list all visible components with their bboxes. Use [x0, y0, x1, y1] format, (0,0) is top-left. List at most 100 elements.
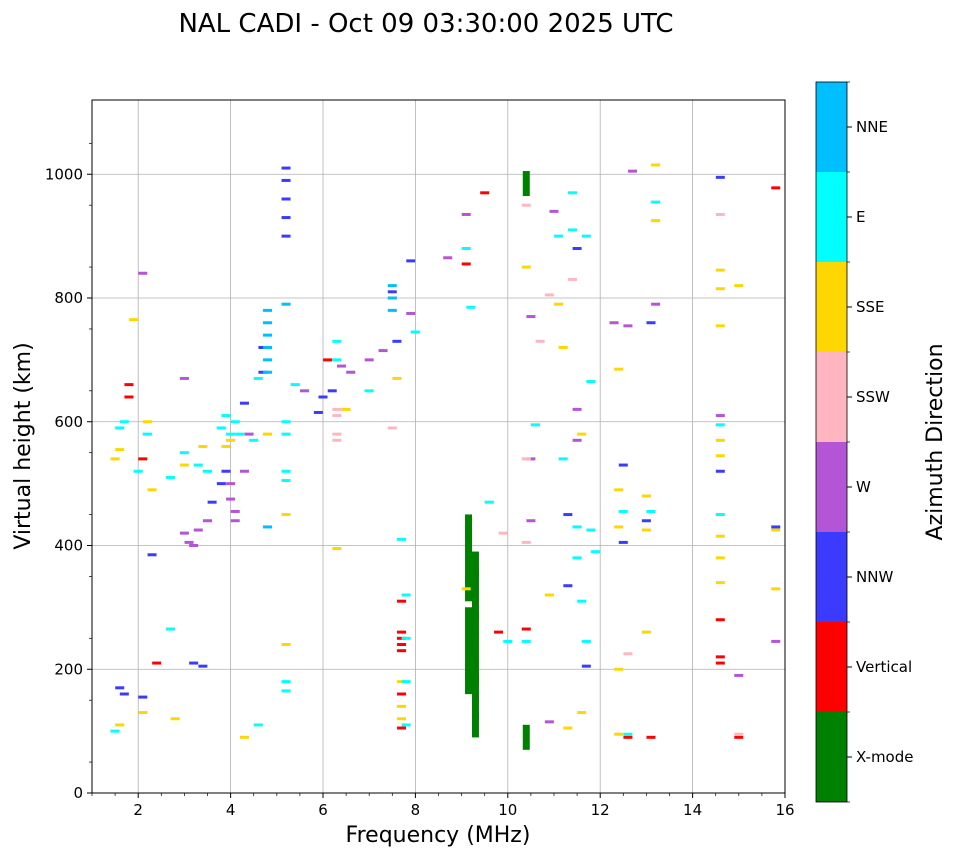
data-point [715, 534, 725, 538]
data-point [263, 358, 273, 362]
chart-title: NAL CADI - Oct 09 03:30:00 2025 UTC [178, 9, 673, 39]
data-point [526, 315, 536, 319]
data-point [263, 525, 273, 529]
data-point [623, 732, 633, 736]
data-point [465, 514, 473, 540]
data-point [115, 426, 125, 430]
data-point [465, 557, 473, 583]
data-point [651, 219, 661, 223]
data-point [119, 692, 129, 696]
data-point [715, 618, 725, 622]
data-point [521, 457, 531, 461]
data-point [531, 423, 541, 427]
data-point [563, 726, 573, 730]
data-point [336, 364, 346, 368]
data-point [281, 197, 291, 201]
data-point [526, 519, 536, 523]
data-point [641, 494, 651, 498]
data-point [614, 367, 624, 371]
colorbar-segment [816, 352, 847, 442]
data-point [397, 717, 407, 721]
data-point [263, 308, 273, 312]
data-point [397, 630, 407, 634]
data-point [521, 627, 531, 631]
data-point [563, 513, 573, 517]
data-point [226, 438, 236, 442]
data-point [466, 305, 476, 309]
colorbar-label: NNE [856, 118, 888, 136]
x-axis-ticks: 2 4 6 8 10 12 14 16 [91, 793, 795, 819]
data-point [281, 302, 291, 306]
data-point [300, 389, 310, 393]
data-point [235, 432, 245, 436]
data-point [216, 482, 226, 486]
y-tick-label: 1000 [45, 165, 83, 183]
data-point [263, 432, 273, 436]
data-point [332, 414, 342, 418]
colorbar-segment [816, 442, 847, 532]
plot-area: 2 4 6 8 10 12 14 16 0 200 400 600 800 1000 [45, 99, 795, 819]
data-point [461, 262, 471, 266]
data-point [179, 451, 189, 455]
data-point [734, 673, 744, 677]
data-point [572, 407, 582, 411]
data-point [397, 726, 407, 730]
data-point [581, 664, 591, 668]
series-w [138, 169, 781, 724]
y-axis-ticks: 0 200 400 600 800 1000 [45, 142, 92, 802]
data-point [138, 271, 148, 275]
data-point [281, 216, 291, 220]
grid-lines [92, 100, 786, 794]
data-point [198, 664, 208, 668]
data-point [465, 632, 473, 657]
data-point [281, 234, 291, 238]
data-point [734, 284, 744, 288]
data-point [461, 212, 471, 216]
data-point [521, 203, 531, 207]
data-point [526, 457, 536, 461]
data-point [618, 509, 628, 513]
data-point [124, 395, 134, 399]
data-point [715, 469, 725, 473]
colorbar-segment [816, 532, 847, 622]
data-point [332, 432, 342, 436]
data-point [465, 607, 473, 633]
data-point [387, 290, 397, 294]
data-point [614, 488, 624, 492]
series-vertical [124, 186, 781, 739]
data-point [387, 296, 397, 300]
data-point [179, 376, 189, 380]
data-point [577, 599, 587, 603]
data-point [641, 528, 651, 532]
data-point [484, 500, 494, 504]
data-point [586, 528, 596, 532]
data-point [387, 284, 397, 288]
colorbar: X-mode Vertical NNW W SSW SSE E NNE [815, 81, 913, 803]
data-point [166, 627, 176, 631]
data-point [641, 519, 651, 523]
data-point [609, 321, 619, 325]
data-point [239, 735, 249, 739]
data-point [281, 513, 291, 517]
series-nne [263, 284, 397, 529]
data-point [572, 247, 582, 250]
data-point [115, 448, 125, 452]
colorbar-segment [816, 622, 847, 712]
data-point [558, 346, 568, 349]
colorbar-segment [816, 262, 847, 352]
colorbar-segment [816, 172, 847, 262]
data-point [189, 661, 199, 665]
data-point [290, 383, 300, 387]
series-sse [110, 163, 781, 739]
data-point [471, 712, 479, 738]
data-point [138, 457, 148, 461]
data-point [572, 438, 582, 442]
data-point [147, 488, 157, 492]
data-point [189, 544, 199, 547]
data-point [494, 630, 504, 634]
data-point [628, 169, 638, 173]
data-point [226, 482, 236, 486]
data-point [618, 463, 628, 467]
data-point [323, 358, 333, 362]
data-point [771, 639, 781, 643]
